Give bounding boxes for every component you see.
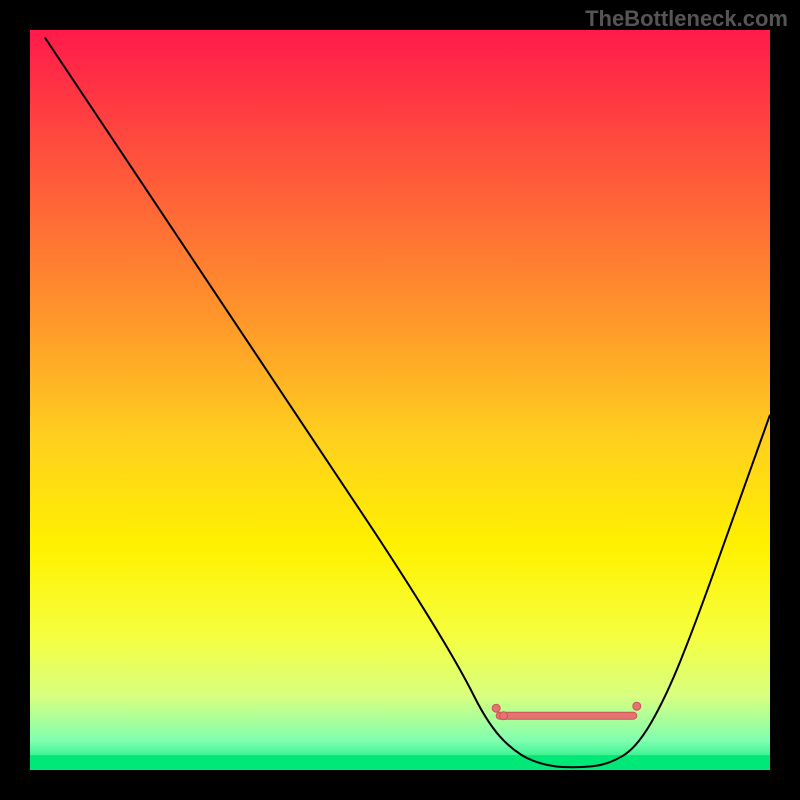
plot-background [30, 30, 770, 770]
optimal-range-bar [496, 712, 637, 719]
optimal-range-dot [492, 704, 500, 712]
bottleneck-chart-svg [0, 0, 800, 800]
chart-container: TheBottleneck.com [0, 0, 800, 800]
watermark-text: TheBottleneck.com [585, 6, 788, 32]
optimal-range-dot [633, 702, 641, 710]
optimal-band [30, 755, 770, 770]
optimal-range-dot [500, 712, 508, 720]
